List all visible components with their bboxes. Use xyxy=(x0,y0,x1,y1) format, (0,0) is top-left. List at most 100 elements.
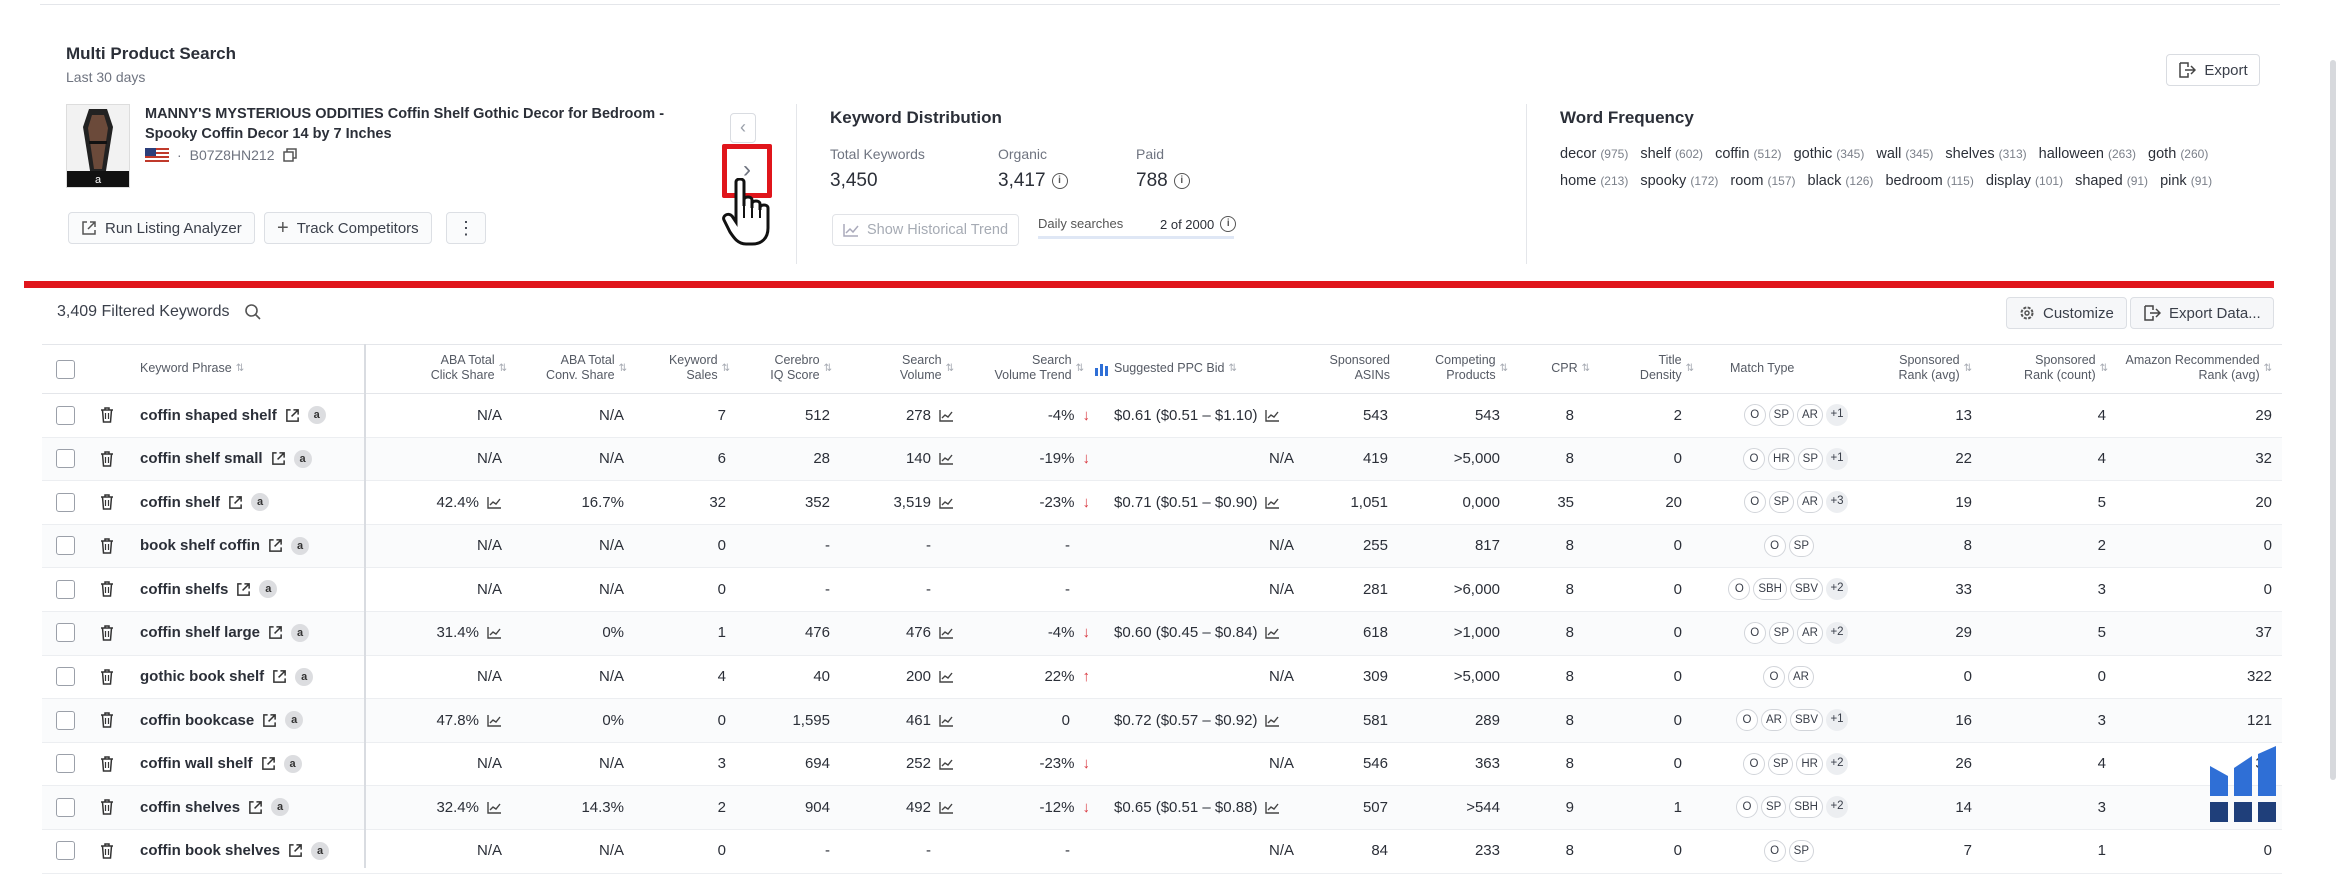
table-row[interactable]: coffin bookcase a 47.8% 0% 0 1,595 461 0 $0.72 (… xyxy=(42,699,2282,743)
col-sponsored-rank-avg[interactable]: Sponsored Rank (avg) ⇅ xyxy=(1822,353,1972,383)
match-type-pill[interactable]: SBV xyxy=(1789,709,1823,732)
search-icon[interactable] xyxy=(244,303,262,321)
match-type-more[interactable]: +2 xyxy=(1826,621,1848,644)
external-link-icon[interactable] xyxy=(236,582,251,597)
mini-chart-icon[interactable] xyxy=(1265,409,1280,422)
mini-chart-icon[interactable] xyxy=(939,801,954,814)
col-search-volume-trend[interactable]: Search Volume Trend ⇅ xyxy=(962,353,1084,383)
col-search-volume[interactable]: Search Volume ⇅ xyxy=(842,353,954,383)
amazon-badge-icon[interactable]: a xyxy=(271,798,290,817)
col-amazon-recommended-rank[interactable]: Amazon Recommended Rank (avg) ⇅ xyxy=(2108,353,2273,383)
mini-chart-icon[interactable] xyxy=(939,714,954,727)
table-row[interactable]: coffin shelf a 42.4% 16.7% 32 352 3,519 -23% ↓ $0… xyxy=(42,481,2282,525)
trash-icon[interactable] xyxy=(100,494,114,510)
table-row[interactable]: gothic book shelf a N/A N/A 4 40 200 22% ↑ N/A 309… xyxy=(42,656,2282,700)
row-checkbox[interactable] xyxy=(56,405,75,425)
match-type-pill[interactable]: SP xyxy=(1797,447,1823,470)
match-type-pill[interactable]: HR xyxy=(1768,447,1795,470)
row-checkbox[interactable] xyxy=(56,797,75,817)
export-data-button[interactable]: Export Data... xyxy=(2130,297,2274,329)
amazon-badge-icon[interactable]: a xyxy=(291,536,309,555)
col-competing-products[interactable]: Competing Products ⇅ xyxy=(1392,353,1508,383)
keyword-phrase[interactable]: coffin shelfs xyxy=(140,580,229,598)
previous-product-button[interactable]: ‹ xyxy=(730,113,756,143)
table-row[interactable]: coffin book shelves a N/A N/A 0 - - - N/A 84 233 8 0… xyxy=(42,830,2282,874)
export-button[interactable]: Export xyxy=(2166,54,2260,86)
page-scrollbar[interactable] xyxy=(2330,60,2336,780)
table-row[interactable]: coffin shelfs a N/A N/A 0- - - N/A 281 >6,000 8 0 O S… xyxy=(42,568,2282,612)
col-cerebro-iq[interactable]: Cerebro IQ Score ⇅ xyxy=(732,353,832,383)
mini-chart-icon[interactable] xyxy=(1265,626,1280,640)
external-link-icon[interactable] xyxy=(268,538,283,553)
trash-icon[interactable] xyxy=(100,756,114,772)
amazon-badge-icon[interactable]: a xyxy=(251,493,270,512)
trash-icon[interactable] xyxy=(100,799,114,816)
col-sponsored-rank-count[interactable]: Sponsored Rank (count) ⇅ xyxy=(1972,353,2108,383)
keyword-phrase[interactable]: gothic book shelf xyxy=(140,668,265,686)
match-type-more[interactable]: +1 xyxy=(1826,404,1848,426)
more-options-button[interactable]: ⋮ xyxy=(446,212,486,244)
table-row[interactable]: coffin wall shelf a N/A N/A 3 694 252 -23% ↓ N/A 5… xyxy=(42,743,2282,787)
match-type-pill[interactable]: AR xyxy=(1797,491,1823,514)
match-type-pill[interactable]: O xyxy=(1736,796,1758,819)
external-link-icon[interactable] xyxy=(288,843,303,858)
match-type-more[interactable]: +2 xyxy=(1826,578,1848,601)
amazon-badge-icon[interactable]: a xyxy=(283,754,302,773)
keyword-phrase[interactable]: book shelf coffin xyxy=(140,537,260,555)
match-type-pill[interactable]: O xyxy=(1743,752,1766,775)
trash-icon[interactable] xyxy=(100,581,114,598)
mini-chart-icon[interactable] xyxy=(1265,714,1280,727)
trash-icon[interactable] xyxy=(100,843,114,859)
mini-chart-icon[interactable] xyxy=(1265,801,1280,814)
mini-chart-icon[interactable] xyxy=(939,757,954,770)
col-cpr[interactable]: CPR ⇅ xyxy=(1512,361,1590,376)
amazon-badge-icon[interactable]: a xyxy=(295,667,314,686)
info-icon[interactable]: i xyxy=(1173,173,1190,189)
mini-chart-icon[interactable] xyxy=(939,409,954,422)
match-type-more[interactable]: +3 xyxy=(1826,491,1848,514)
mini-chart-icon[interactable] xyxy=(487,801,502,814)
amazon-badge-icon[interactable]: a xyxy=(307,406,326,424)
external-link-icon[interactable] xyxy=(268,625,283,640)
match-type-pill[interactable]: O xyxy=(1763,839,1786,862)
row-checkbox[interactable] xyxy=(56,492,75,512)
match-type-pill[interactable]: SP xyxy=(1768,752,1794,775)
col-aba-conv-share[interactable]: ABA Total Conv. Share ⇅ xyxy=(512,353,627,383)
match-type-pill[interactable]: SP xyxy=(1768,621,1795,644)
product-thumbnail[interactable]: a xyxy=(66,104,130,188)
match-type-pill[interactable]: SP xyxy=(1788,839,1814,862)
match-type-pill[interactable]: AR xyxy=(1761,709,1787,732)
amazon-badge-icon[interactable]: a xyxy=(259,580,278,599)
mini-chart-icon[interactable] xyxy=(939,670,954,683)
amazon-badge-icon[interactable]: a xyxy=(311,841,330,860)
row-checkbox[interactable] xyxy=(56,449,75,469)
col-keyword-phrase[interactable]: Keyword Phrase ⇅ xyxy=(140,361,244,376)
match-type-pill[interactable]: SP xyxy=(1761,796,1787,819)
trash-icon[interactable] xyxy=(100,450,114,467)
mini-chart-icon[interactable] xyxy=(939,452,954,465)
mini-chart-icon[interactable] xyxy=(939,496,954,509)
amazon-badge-icon[interactable]: a xyxy=(285,711,304,730)
copy-icon[interactable] xyxy=(282,148,297,162)
mini-chart-icon[interactable] xyxy=(487,496,502,509)
col-match-type[interactable]: Match Type xyxy=(1730,361,1794,376)
external-link-icon[interactable] xyxy=(248,800,263,815)
select-all-checkbox[interactable] xyxy=(56,359,75,379)
info-icon[interactable]: i xyxy=(1051,173,1068,189)
row-checkbox[interactable] xyxy=(56,841,75,861)
run-listing-analyzer-button[interactable]: Run Listing Analyzer xyxy=(68,212,255,244)
keyword-phrase[interactable]: coffin shelves xyxy=(140,798,241,816)
external-link-icon[interactable] xyxy=(271,451,286,466)
trash-icon[interactable] xyxy=(100,625,114,641)
row-checkbox[interactable] xyxy=(56,579,75,599)
mini-chart-icon[interactable] xyxy=(939,626,954,640)
next-product-button[interactable]: › xyxy=(722,144,772,198)
keyword-phrase[interactable]: coffin shelf xyxy=(140,493,221,511)
external-link-icon[interactable] xyxy=(228,495,243,510)
match-type-pill[interactable]: O xyxy=(1763,665,1786,688)
table-row[interactable]: coffin shelves a 32.4% 14.3% 2 904 492 -12% ↓ $0.… xyxy=(42,786,2282,830)
match-type-pill[interactable]: SBV xyxy=(1789,578,1823,601)
match-type-pill[interactable]: SP xyxy=(1768,404,1795,426)
external-link-icon[interactable] xyxy=(261,756,276,771)
match-type-pill[interactable]: SP xyxy=(1768,491,1795,514)
